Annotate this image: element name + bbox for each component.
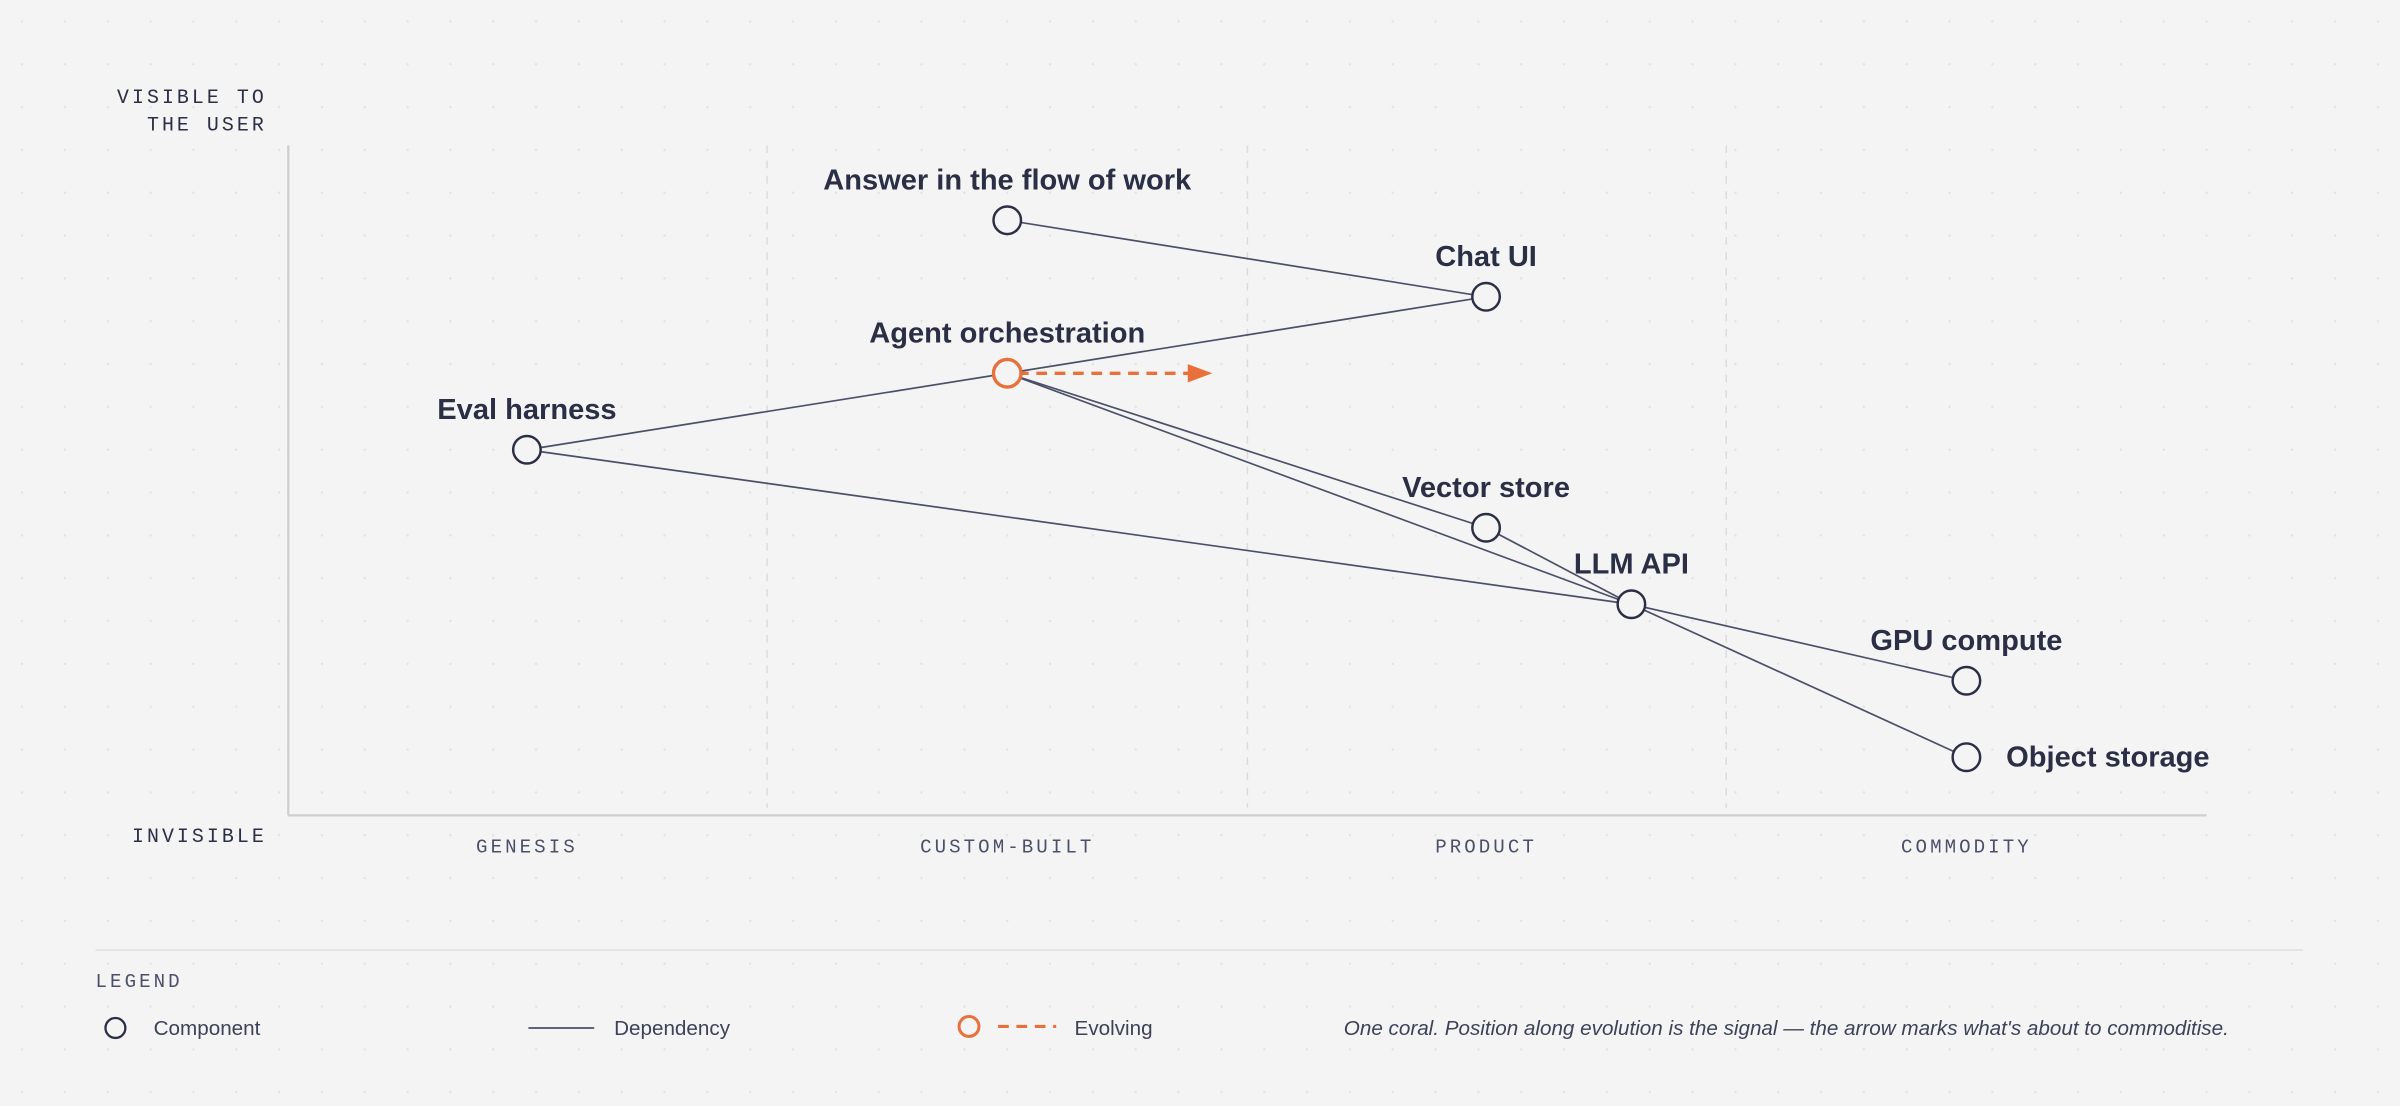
component-label: Chat UI (1435, 241, 1537, 273)
y-axis-label: VISIBLE TO (117, 86, 267, 109)
component-label: LLM API (1574, 549, 1689, 581)
y-axis-label: INVISIBLE (132, 825, 267, 848)
legend-item: Dependency (614, 1017, 731, 1040)
dependency (1631, 603, 1967, 758)
dependency (1007, 295, 1487, 375)
component (1471, 512, 1502, 543)
component-label: GPU compute (1870, 625, 2062, 657)
component (1616, 589, 1647, 620)
component (511, 434, 542, 465)
legend-component-icon (104, 1016, 127, 1040)
dependency (526, 372, 1008, 451)
nodes: Answer in the flow of work Chat UI Agent o… (437, 165, 2209, 774)
dependency (526, 448, 1632, 606)
legend-note: One coral. Position along evolution is t… (1344, 1017, 2229, 1040)
legend-item: Evolving (1075, 1017, 1153, 1040)
stage-label: COMMODITY (1901, 837, 2032, 859)
component (1471, 281, 1502, 312)
dependency (1006, 372, 1487, 529)
component-label: Agent orchestration (869, 318, 1145, 350)
dependency (1006, 372, 1632, 606)
component (1951, 665, 1982, 696)
dependency (1007, 219, 1487, 298)
stage-label: GENESIS (476, 837, 578, 859)
component-label: Object storage (2006, 741, 2209, 773)
component-label: Vector store (1402, 472, 1570, 504)
evolution-arrowhead (1187, 364, 1213, 383)
dependency (1631, 603, 1967, 682)
stage-label: PRODUCT (1435, 837, 1537, 859)
component (991, 357, 1023, 389)
edges (526, 219, 1967, 758)
component-label: Eval harness (437, 394, 616, 426)
stage-label: CUSTOM-BUILT (920, 837, 1094, 859)
dependency (1485, 527, 1632, 605)
legend-item: Component (154, 1017, 261, 1040)
component-label: Answer in the flow of work (823, 165, 1192, 197)
component (992, 205, 1023, 236)
legend-evolving-icon (957, 1014, 981, 1038)
component (1951, 742, 1982, 773)
y-axis-label: THE USER (147, 114, 267, 137)
legend-title: LEGEND (96, 971, 183, 993)
